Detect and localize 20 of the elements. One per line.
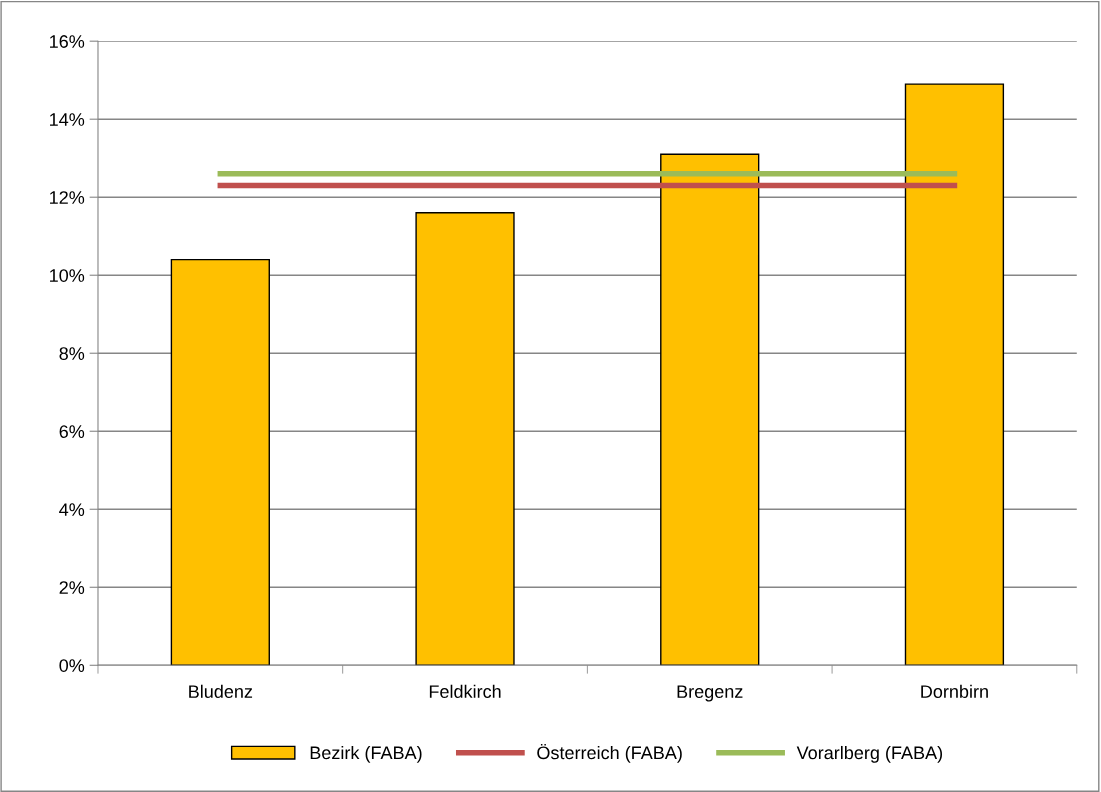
x-tick-label: Feldkirch — [429, 684, 501, 698]
bar — [904, 83, 1005, 666]
bar — [660, 153, 760, 666]
bar — [415, 212, 515, 666]
x-tick-label: Bregenz — [677, 685, 743, 702]
y-tick-label: 4% — [59, 503, 85, 516]
y-tick-label: 14% — [50, 113, 85, 126]
legend-label: Bezirk (FABA) — [310, 745, 422, 763]
y-tick-label: 0% — [59, 659, 85, 672]
legend-label: Österreich (FABA) — [537, 743, 682, 763]
y-tick-label: 12% — [50, 191, 85, 204]
y-tick-label: 6% — [59, 425, 85, 438]
x-tick-label: Dornbirn — [921, 684, 988, 698]
y-tick-label: 8% — [59, 347, 85, 360]
y-tick-label: 16% — [50, 35, 85, 48]
y-tick-label: 2% — [59, 581, 85, 594]
y-tick-label: 10% — [50, 269, 85, 282]
legend-label: Vorarlberg (FABA) — [796, 745, 943, 763]
x-tick-label: Bludenz — [189, 684, 253, 698]
bar — [170, 258, 270, 666]
